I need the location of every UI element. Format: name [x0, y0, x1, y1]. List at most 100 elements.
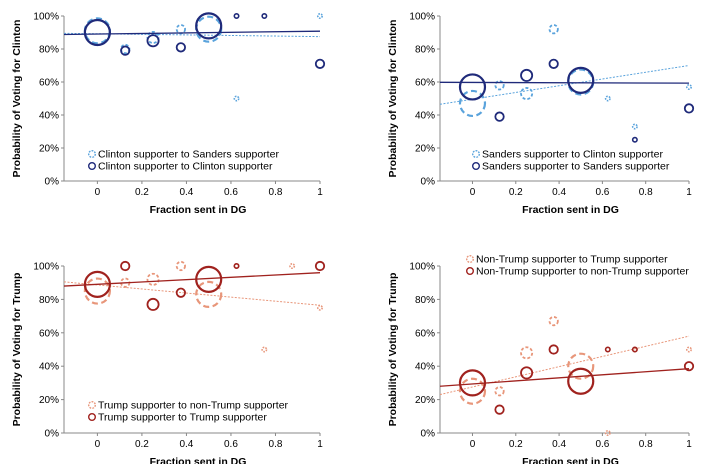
data-point	[548, 58, 559, 69]
series-1	[63, 260, 323, 353]
x-tick-label: 0.6	[224, 187, 238, 198]
data-point	[685, 346, 692, 353]
legend-label: Sanders supporter to Clinton supporter	[482, 149, 663, 161]
x-tick-label: 0.6	[224, 439, 238, 450]
data-point	[195, 265, 223, 293]
data-point	[146, 297, 160, 311]
legend-marker	[466, 254, 475, 263]
trend-line	[439, 81, 690, 84]
legend-label: Non-Trump supporter to Trump supporter	[476, 254, 668, 266]
series-2	[439, 58, 695, 143]
data-point	[520, 68, 534, 82]
x-axis-label: Fraction sent in DG	[150, 204, 247, 216]
trend-line	[63, 30, 321, 36]
trend-line	[63, 272, 321, 287]
data-point	[631, 346, 638, 353]
y-tick-label: 40%	[39, 362, 59, 373]
data-point	[195, 12, 223, 40]
data-point	[494, 404, 505, 415]
data-point	[120, 45, 131, 56]
y-axis-label: Probability of Voting for Trump	[387, 273, 399, 427]
y-tick-label: 20%	[415, 395, 435, 406]
y-tick-label: 0%	[45, 177, 60, 188]
legend-marker	[87, 401, 96, 410]
data-point	[458, 377, 487, 405]
x-tick-label: 1	[317, 187, 323, 198]
series-2	[63, 260, 326, 311]
x-tick-label: 0	[470, 187, 476, 198]
data-point	[233, 13, 240, 20]
y-tick-label: 0%	[45, 429, 60, 440]
data-point	[146, 34, 160, 48]
data-point	[494, 386, 505, 397]
data-point	[683, 103, 695, 114]
data-point	[314, 260, 326, 272]
x-tick-label: 0.8	[639, 439, 653, 450]
y-tick-label: 40%	[39, 111, 59, 122]
x-tick-label: 0.8	[269, 439, 283, 450]
chart-panel-4: 0% 20% 40% 60% 80% 100% 0 0.2 0.4 0.6 0.8 1 Fraction…	[387, 254, 695, 464]
data-point	[567, 352, 595, 380]
legend-label: Trump supporter to non-Trump supporter	[98, 400, 289, 412]
data-point	[458, 89, 487, 118]
data-point	[261, 13, 268, 20]
y-tick-label: 40%	[415, 362, 435, 373]
data-point	[548, 24, 559, 35]
data-point	[316, 13, 323, 20]
x-tick-label: 0.2	[135, 187, 149, 198]
x-tick-label: 0.2	[509, 187, 523, 198]
y-tick-label: 40%	[415, 111, 435, 122]
x-tick-label: 1	[317, 439, 323, 450]
legend-marker	[87, 413, 96, 422]
legend-label: Sanders supporter to Sanders supporter	[482, 161, 670, 173]
legend-label: Non-Trump supporter to non-Trump support…	[476, 266, 689, 278]
legend-label: Clinton supporter to Clinton supporter	[98, 161, 273, 173]
y-tick-label: 100%	[33, 12, 59, 23]
x-tick-label: 0.2	[509, 439, 523, 450]
legend-marker	[87, 161, 96, 170]
data-point	[261, 346, 268, 353]
data-point	[175, 42, 186, 53]
data-point	[520, 346, 534, 360]
legend-label: Trump supporter to Trump supporter	[98, 412, 267, 424]
x-tick-label: 0.2	[135, 439, 149, 450]
x-tick-label: 0.8	[639, 187, 653, 198]
chart-panel-1: 0% 20% 40% 60% 80% 100% 0 0.2 0.4 0.6 0.8 1 Fraction…	[11, 12, 326, 216]
data-point	[83, 277, 111, 305]
trend-line	[439, 65, 690, 105]
legend-marker	[472, 161, 481, 170]
data-point	[494, 80, 505, 91]
data-point	[548, 344, 559, 355]
data-point	[316, 304, 323, 311]
x-tick-label: 0.8	[269, 187, 283, 198]
series-1	[63, 13, 323, 102]
legend: Sanders supporter to Clinton supporterSa…	[472, 149, 670, 173]
data-point	[175, 260, 186, 272]
legend: Non-Trump supporter to Trump supporterNo…	[466, 254, 689, 278]
series-2	[63, 12, 326, 69]
y-tick-label: 100%	[409, 12, 435, 23]
x-tick-label: 1	[686, 439, 692, 450]
data-point	[520, 87, 534, 101]
data-point	[120, 260, 131, 272]
y-tick-label: 20%	[415, 144, 435, 155]
data-point	[567, 66, 595, 94]
y-tick-label: 80%	[39, 295, 59, 306]
legend-marker	[466, 267, 475, 276]
data-point	[458, 369, 487, 397]
data-point	[83, 270, 111, 298]
x-axis-label: Fraction sent in DG	[522, 204, 619, 216]
y-tick-label: 80%	[39, 45, 59, 56]
y-tick-label: 60%	[39, 78, 59, 89]
data-point	[631, 136, 638, 143]
data-point	[83, 18, 111, 47]
y-axis-label: Probability of Voting for Clinton	[11, 20, 23, 178]
x-tick-label: 1	[686, 187, 692, 198]
series-1	[439, 316, 692, 436]
y-axis-label: Probability of Voting for Trump	[11, 273, 23, 427]
chart-panel-3: 0% 20% 40% 60% 80% 100% 0 0.2 0.4 0.6 0.8 1 Fraction…	[11, 260, 326, 464]
y-tick-label: 20%	[39, 144, 59, 155]
data-point	[604, 95, 611, 102]
y-tick-label: 20%	[39, 395, 59, 406]
